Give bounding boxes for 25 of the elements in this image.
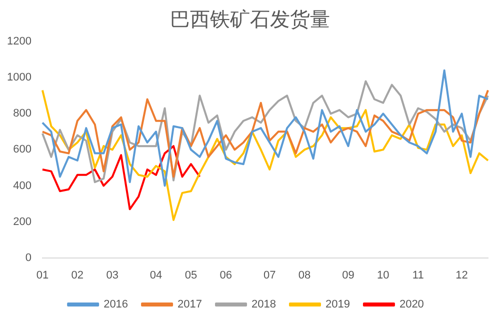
chart-title: 巴西铁矿石发货量 [169, 8, 331, 33]
y-tick-label: 800 [13, 108, 32, 120]
y-tick-label: 0 [25, 252, 32, 264]
legend-label: 2016 [104, 298, 128, 311]
x-tick-label: 07 [263, 269, 276, 282]
y-tick-label: 1000 [6, 72, 32, 84]
x-tick-label: 05 [184, 269, 198, 282]
x-tick-label: 02 [71, 269, 84, 282]
x-tick-label: 01 [36, 269, 49, 282]
x-tick-label: 10 [377, 269, 390, 282]
x-tick-label: 12 [456, 269, 468, 282]
y-tick-label: 200 [13, 216, 32, 228]
y-tick-label: 600 [13, 144, 32, 156]
x-tick-label: 11 [412, 269, 424, 282]
y-tick-label: 1200 [6, 36, 32, 48]
x-tick-label: 08 [298, 269, 311, 282]
legend-label: 2018 [252, 298, 276, 311]
y-tick-label: 400 [13, 180, 32, 192]
x-tick-label: 03 [106, 269, 118, 282]
legend-label: 2020 [399, 298, 424, 311]
x-tick-label: 06 [220, 269, 232, 282]
legend-label: 2017 [178, 298, 202, 311]
x-tick-label: 04 [150, 269, 162, 282]
legend-label: 2019 [325, 298, 350, 311]
x-tick-label: 09 [342, 269, 354, 282]
